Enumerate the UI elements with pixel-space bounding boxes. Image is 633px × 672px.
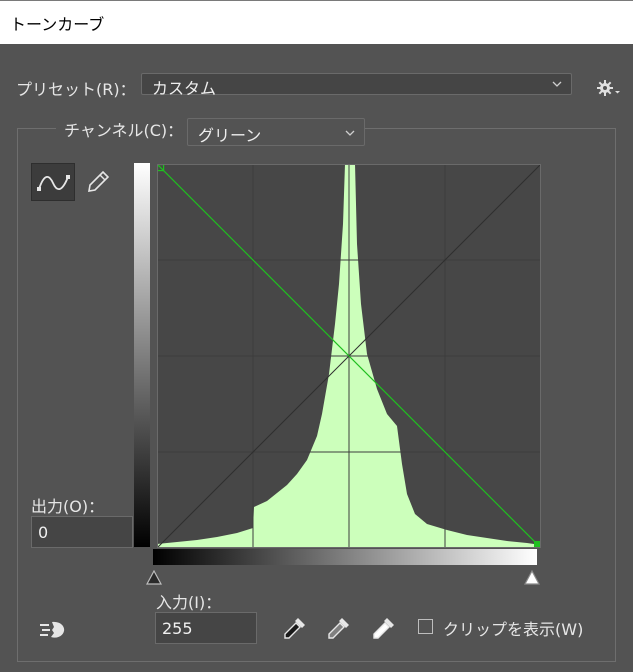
window-title: トーンカーブ	[10, 15, 105, 34]
gray-eyedropper-icon[interactable]	[326, 615, 352, 641]
input-label: 入力(I)：	[156, 593, 222, 612]
pencil-tool-button[interactable]	[82, 166, 114, 198]
preset-dropdown[interactable]: カスタム	[141, 73, 572, 98]
gear-icon[interactable]	[596, 78, 622, 98]
clip-label: クリップを表示(W)	[443, 620, 584, 639]
title-bar: トーンカーブ	[0, 0, 633, 44]
chevron-down-icon	[552, 81, 562, 87]
channel-label: チャンネル(C)：	[56, 118, 192, 144]
output-label: 出力(O)：	[31, 497, 105, 516]
curve-point-icon	[37, 175, 70, 191]
curve-tool-button[interactable]	[31, 163, 75, 201]
chevron-down-icon	[345, 130, 355, 136]
tone-curve[interactable]	[157, 164, 541, 548]
curve-graph[interactable]	[157, 164, 541, 548]
input-field[interactable]: 255	[155, 612, 257, 644]
auto-icon[interactable]	[37, 618, 67, 642]
graph-border	[157, 164, 541, 548]
input-gradient-bar	[153, 549, 537, 565]
grid	[157, 164, 541, 548]
black-eyedropper-icon[interactable]	[282, 615, 308, 641]
clip-checkbox[interactable]	[418, 619, 433, 634]
preset-value: カスタム	[152, 79, 217, 98]
channel-value: グリーン	[198, 126, 262, 145]
curve-canvas	[157, 164, 541, 548]
channel-dropdown[interactable]: グリーン	[187, 118, 365, 146]
white-point-slider[interactable]	[523, 570, 541, 586]
black-point-slider[interactable]	[145, 570, 163, 586]
output-field[interactable]: 0	[31, 516, 133, 548]
output-gradient-bar	[134, 163, 150, 547]
curve-point-end[interactable]	[534, 541, 541, 548]
white-eyedropper-icon[interactable]	[371, 615, 397, 641]
pencil-icon	[88, 170, 110, 192]
preset-label: プリセット(R)：	[16, 80, 136, 99]
